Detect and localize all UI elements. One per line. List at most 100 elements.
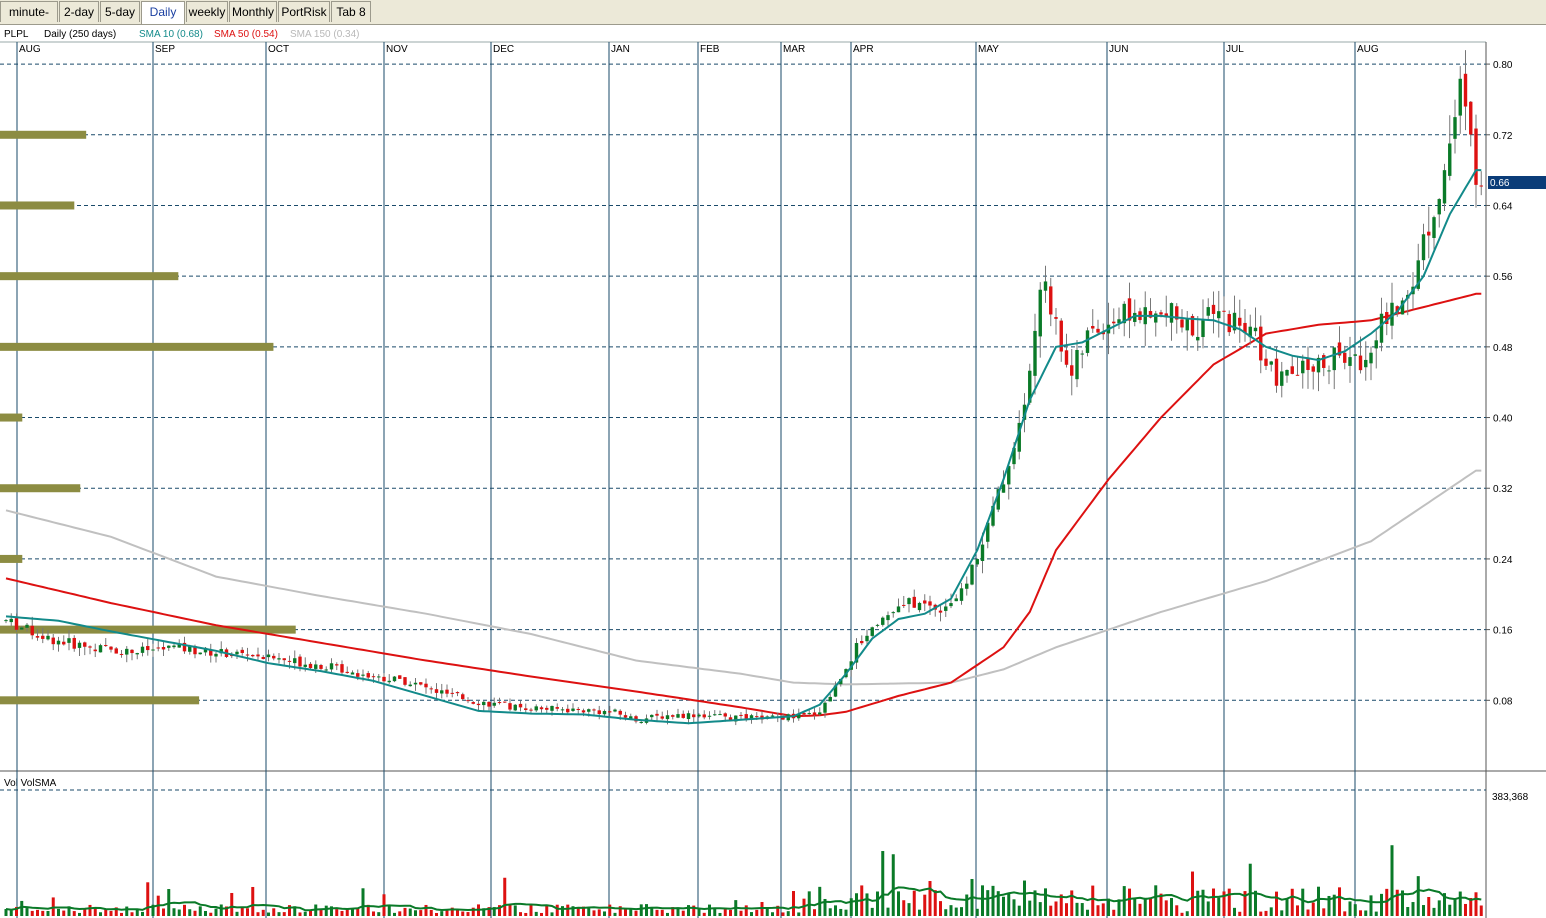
volume-bar	[461, 911, 465, 916]
volume-bar	[67, 906, 71, 916]
volume-bar	[650, 906, 654, 916]
price-tick-label: 0.24	[1493, 555, 1513, 566]
volume-bar	[576, 907, 580, 916]
price-tick-label: 0.72	[1493, 131, 1513, 142]
volume-profile	[0, 130, 296, 705]
candle-body	[671, 715, 675, 717]
candle-body	[770, 715, 775, 717]
volume-bar	[1332, 894, 1336, 916]
candle-body	[235, 651, 239, 655]
volume-bar	[524, 912, 528, 916]
candle-body	[959, 588, 964, 601]
candle-body	[429, 688, 433, 690]
volume-bar	[198, 906, 202, 916]
volume-bar	[1469, 897, 1473, 916]
candle-body	[944, 606, 948, 611]
tab-2-day[interactable]: 2-day	[59, 1, 99, 22]
candle-body	[1175, 306, 1179, 320]
candle-body	[1117, 319, 1121, 324]
volume-bar	[1107, 898, 1110, 916]
volume-bar	[209, 912, 213, 916]
volume-bar	[1453, 898, 1457, 916]
candle-body	[1043, 281, 1048, 291]
candle-body	[860, 640, 864, 644]
candle-body	[1017, 422, 1021, 452]
candle-body	[1395, 306, 1399, 313]
tab-weekly[interactable]: weekly	[186, 1, 228, 22]
candle-body	[125, 648, 129, 655]
candle-body	[781, 717, 785, 720]
volume-bar	[15, 906, 18, 916]
volume-bar	[1007, 893, 1011, 916]
month-label: NOV	[386, 44, 408, 55]
candle-body	[954, 598, 958, 602]
tab-monthly[interactable]: Monthly	[229, 1, 277, 22]
candle-body	[1285, 369, 1289, 376]
volume-bar	[1206, 901, 1210, 916]
candle-body	[476, 703, 481, 706]
volume-bar	[1038, 902, 1042, 916]
period-label: Daily (250 days)	[44, 29, 116, 40]
volume-bar	[1059, 894, 1063, 916]
tab-5-day[interactable]: 5-day	[100, 1, 140, 22]
volume-bar	[41, 910, 45, 916]
volume-bar	[1401, 890, 1404, 916]
volume-bar	[1065, 903, 1068, 916]
candle-body	[965, 583, 969, 589]
volume-bar	[639, 904, 643, 916]
candle-body	[697, 714, 701, 717]
volume-bar	[456, 909, 459, 916]
candle-body	[739, 714, 743, 716]
sma10-line	[5, 169, 1482, 725]
volume-bar	[1080, 903, 1084, 916]
volume-bar	[991, 885, 995, 916]
volume-profile-bar	[0, 625, 296, 634]
candle-body	[67, 638, 71, 643]
volume-bar	[372, 911, 375, 916]
volume-bar	[1374, 911, 1378, 916]
candle-body	[193, 646, 197, 655]
volume-bar	[256, 912, 260, 916]
tab-portrisk[interactable]: PortRisk	[278, 1, 330, 22]
volume-bar	[1395, 889, 1399, 916]
volume-bar	[183, 904, 186, 916]
tab-8[interactable]: Tab 8	[331, 1, 371, 22]
candle-body	[350, 672, 355, 675]
volume-bar	[261, 909, 265, 916]
stock-chart: PLPL Daily (250 days) SMA 10 (0.68) SMA …	[0, 25, 1546, 918]
candle-body	[996, 489, 1000, 510]
month-label: JUN	[1109, 44, 1128, 55]
volume-bar	[204, 910, 207, 916]
volume-bar	[813, 909, 816, 916]
volume-bar	[786, 911, 790, 916]
candle-body	[1080, 353, 1084, 355]
volume-bar	[912, 890, 916, 916]
volume-bar	[492, 907, 496, 916]
volume-bar	[561, 906, 564, 916]
candle-body	[1001, 484, 1006, 493]
candle-body	[156, 647, 160, 649]
volume-bar	[671, 907, 675, 916]
candle-body	[424, 683, 428, 688]
candle-body	[723, 713, 727, 717]
volume-bar	[1222, 891, 1226, 916]
candle-body	[833, 685, 838, 697]
candle-body	[592, 709, 596, 711]
candle-body	[1217, 311, 1221, 319]
volume-bar	[1353, 904, 1357, 916]
volume-bar	[834, 905, 837, 916]
volume-bar	[865, 893, 869, 916]
candle-body	[167, 645, 171, 648]
volume-bar	[571, 906, 575, 916]
volume-bar	[534, 911, 538, 916]
candle-body	[1479, 185, 1483, 187]
volume-bar	[356, 908, 360, 916]
candle-body	[991, 505, 995, 526]
tab-daily[interactable]: Daily	[141, 1, 185, 24]
candle-body	[1007, 466, 1011, 485]
candle-body	[408, 684, 412, 687]
tab-minute-bar[interactable]: minute-bar	[0, 1, 58, 40]
price-tick-label: 0.48	[1493, 343, 1513, 354]
volume-bar	[25, 908, 29, 916]
candle-body	[392, 676, 397, 682]
